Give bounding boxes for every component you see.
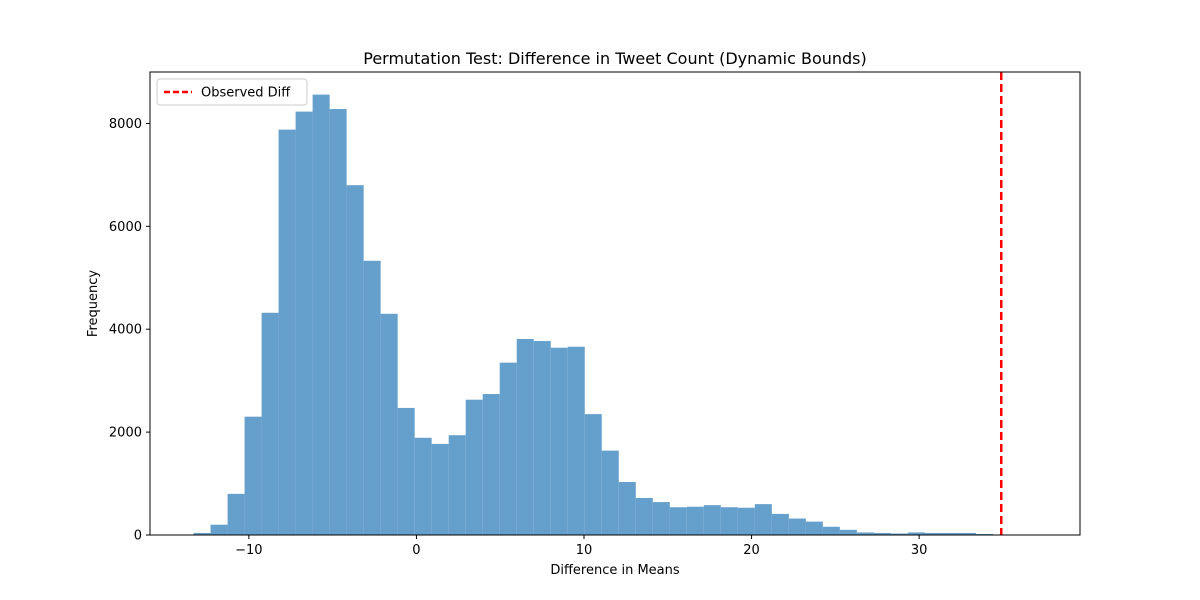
histogram-bar — [822, 526, 840, 535]
histogram-bar — [737, 507, 755, 535]
histogram-bar — [924, 532, 942, 535]
histogram-bar — [584, 414, 602, 535]
histogram-bar — [533, 341, 551, 535]
histogram-bar — [754, 504, 772, 535]
y-axis-label: Frequency — [86, 270, 101, 337]
histogram-bar — [856, 532, 874, 535]
histogram-bar — [363, 260, 381, 535]
histogram-bar — [312, 94, 330, 535]
histogram-bar — [193, 532, 211, 535]
histogram-bar — [618, 482, 636, 535]
histogram-bar — [414, 437, 432, 535]
histogram-bar — [516, 339, 534, 535]
x-tick-label: 0 — [412, 543, 420, 558]
histogram-bar — [261, 312, 279, 535]
histogram-bar — [890, 533, 908, 535]
x-tick-label: 30 — [911, 543, 928, 558]
histogram-bar — [278, 129, 296, 535]
y-tick-label: 0 — [134, 529, 142, 544]
histogram-bar — [567, 346, 585, 535]
histogram-bar — [839, 529, 857, 535]
y-axis-ticks: 0 2000 4000 6000 8000 — [109, 117, 150, 544]
histogram-bar — [448, 435, 466, 535]
y-tick-label: 2000 — [109, 426, 142, 441]
histogram-bar — [975, 533, 993, 535]
histogram-bar — [346, 185, 364, 535]
histogram-bar — [601, 450, 619, 535]
histogram-bar — [397, 407, 415, 535]
histogram-bar — [227, 493, 245, 535]
histogram-bar — [380, 313, 398, 535]
x-axis-label: Difference in Means — [550, 563, 680, 578]
histogram-bar — [550, 347, 568, 535]
histogram-bar — [720, 507, 738, 535]
histogram-bar — [703, 505, 721, 535]
histogram-bar — [873, 532, 891, 535]
histogram-bar — [329, 109, 347, 535]
y-tick-label: 6000 — [109, 220, 142, 235]
histogram-bar — [907, 532, 925, 535]
histogram-bars — [193, 94, 993, 536]
histogram-bar — [958, 532, 976, 535]
histogram-bar — [669, 507, 687, 535]
histogram-bar — [499, 362, 517, 535]
histogram-bar — [244, 416, 262, 535]
histogram-bar — [482, 394, 500, 535]
histogram-bar — [465, 399, 483, 535]
y-tick-label: 8000 — [109, 117, 142, 132]
legend-label-observed-diff: Observed Diff — [201, 86, 291, 101]
y-tick-label: 4000 — [109, 323, 142, 338]
x-tick-label: −10 — [235, 543, 262, 558]
x-axis-ticks: −10 0 10 20 30 — [235, 535, 927, 558]
histogram-bar — [635, 497, 653, 535]
chart-title: Permutation Test: Difference in Tweet Co… — [363, 49, 867, 68]
axes-frame — [149, 71, 1081, 536]
histogram-bar — [805, 521, 823, 535]
histogram-bar — [788, 518, 806, 535]
histogram-bar — [771, 513, 789, 535]
histogram-bar — [652, 502, 670, 535]
legend: Observed Diff — [156, 78, 308, 106]
histogram-bar — [941, 532, 959, 535]
histogram-bar — [686, 506, 704, 535]
histogram-bar — [431, 443, 449, 535]
x-tick-label: 20 — [743, 543, 760, 558]
legend-box — [156, 78, 308, 106]
histogram-bar — [210, 524, 228, 535]
x-tick-label: 10 — [576, 543, 593, 558]
histogram-bar — [295, 111, 313, 536]
